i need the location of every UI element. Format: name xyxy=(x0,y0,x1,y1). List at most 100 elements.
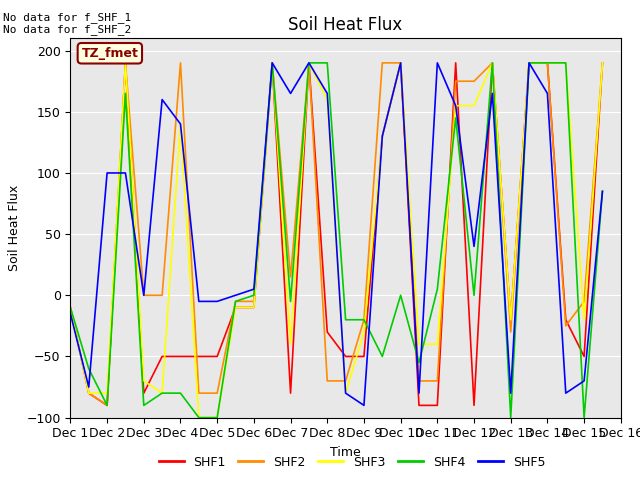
SHF4 xyxy=(177,390,184,396)
SHF3 xyxy=(342,390,349,396)
SHF3 xyxy=(580,317,588,323)
SHF5 xyxy=(268,60,276,66)
Legend: SHF1, SHF2, SHF3, SHF4, SHF5: SHF1, SHF2, SHF3, SHF4, SHF5 xyxy=(154,451,550,474)
SHF5 xyxy=(323,91,331,96)
SHF3 xyxy=(103,390,111,396)
SHF3 xyxy=(397,60,404,66)
SHF2 xyxy=(268,60,276,66)
SHF2 xyxy=(543,60,551,66)
SHF4 xyxy=(103,403,111,408)
SHF4 xyxy=(287,299,294,304)
SHF4 xyxy=(305,60,313,66)
SHF4 xyxy=(122,91,129,96)
SHF4 xyxy=(562,60,570,66)
SHF3 xyxy=(287,341,294,347)
SHF2 xyxy=(232,299,239,304)
SHF2 xyxy=(85,390,93,396)
SHF3 xyxy=(305,60,313,66)
SHF5 xyxy=(378,133,386,139)
SHF1 xyxy=(103,403,111,408)
SHF2 xyxy=(323,378,331,384)
SHF2 xyxy=(452,78,460,84)
SHF2 xyxy=(433,378,441,384)
SHF1 xyxy=(543,60,551,66)
SHF5 xyxy=(580,378,588,384)
SHF1 xyxy=(378,133,386,139)
SHF4 xyxy=(195,415,203,420)
SHF3 xyxy=(488,60,496,66)
Text: No data for f_SHF_1
No data for f_SHF_2: No data for f_SHF_1 No data for f_SHF_2 xyxy=(3,12,131,36)
SHF5 xyxy=(177,121,184,127)
SHF3 xyxy=(177,121,184,127)
SHF1 xyxy=(470,403,478,408)
Text: TZ_fmet: TZ_fmet xyxy=(81,47,138,60)
SHF2 xyxy=(177,60,184,66)
Line: SHF4: SHF4 xyxy=(70,63,602,418)
SHF3 xyxy=(543,60,551,66)
SHF2 xyxy=(122,60,129,66)
SHF1 xyxy=(525,60,533,66)
SHF1 xyxy=(488,60,496,66)
SHF3 xyxy=(232,305,239,311)
SHF3 xyxy=(360,329,368,335)
SHF1 xyxy=(397,60,404,66)
SHF5 xyxy=(525,60,533,66)
SHF2 xyxy=(562,323,570,329)
SHF3 xyxy=(195,415,203,420)
SHF2 xyxy=(67,305,74,311)
SHF1 xyxy=(305,60,313,66)
SHF5 xyxy=(488,91,496,96)
SHF4 xyxy=(507,415,515,420)
SHF5 xyxy=(433,60,441,66)
SHF3 xyxy=(433,341,441,347)
SHF5 xyxy=(287,91,294,96)
SHF2 xyxy=(415,378,423,384)
SHF2 xyxy=(378,60,386,66)
SHF5 xyxy=(140,292,148,298)
SHF2 xyxy=(488,60,496,66)
SHF4 xyxy=(580,415,588,420)
SHF3 xyxy=(67,305,74,311)
SHF1 xyxy=(452,60,460,66)
SHF3 xyxy=(250,305,258,311)
SHF2 xyxy=(158,292,166,298)
SHF1 xyxy=(507,317,515,323)
SHF1 xyxy=(598,60,606,66)
SHF5 xyxy=(232,292,239,298)
SHF2 xyxy=(140,292,148,298)
SHF5 xyxy=(305,60,313,66)
SHF4 xyxy=(433,286,441,292)
SHF5 xyxy=(195,299,203,304)
SHF3 xyxy=(140,378,148,384)
SHF2 xyxy=(287,274,294,280)
SHF4 xyxy=(598,189,606,194)
SHF5 xyxy=(342,390,349,396)
Title: Soil Heat Flux: Soil Heat Flux xyxy=(289,16,403,34)
SHF5 xyxy=(598,189,606,194)
SHF4 xyxy=(67,305,74,311)
SHF2 xyxy=(580,299,588,304)
SHF1 xyxy=(140,390,148,396)
SHF2 xyxy=(250,299,258,304)
SHF3 xyxy=(158,390,166,396)
SHF5 xyxy=(562,390,570,396)
SHF3 xyxy=(122,60,129,66)
SHF3 xyxy=(213,415,221,420)
SHF5 xyxy=(415,390,423,396)
SHF5 xyxy=(158,96,166,102)
SHF2 xyxy=(195,390,203,396)
SHF5 xyxy=(397,60,404,66)
SHF2 xyxy=(103,403,111,408)
Line: SHF5: SHF5 xyxy=(70,63,602,406)
SHF3 xyxy=(507,317,515,323)
SHF3 xyxy=(598,60,606,66)
SHF4 xyxy=(415,360,423,365)
SHF4 xyxy=(525,60,533,66)
SHF4 xyxy=(342,317,349,323)
SHF3 xyxy=(85,390,93,396)
SHF5 xyxy=(85,384,93,390)
SHF4 xyxy=(323,60,331,66)
SHF4 xyxy=(213,415,221,420)
SHF2 xyxy=(598,60,606,66)
Line: SHF2: SHF2 xyxy=(70,63,602,406)
